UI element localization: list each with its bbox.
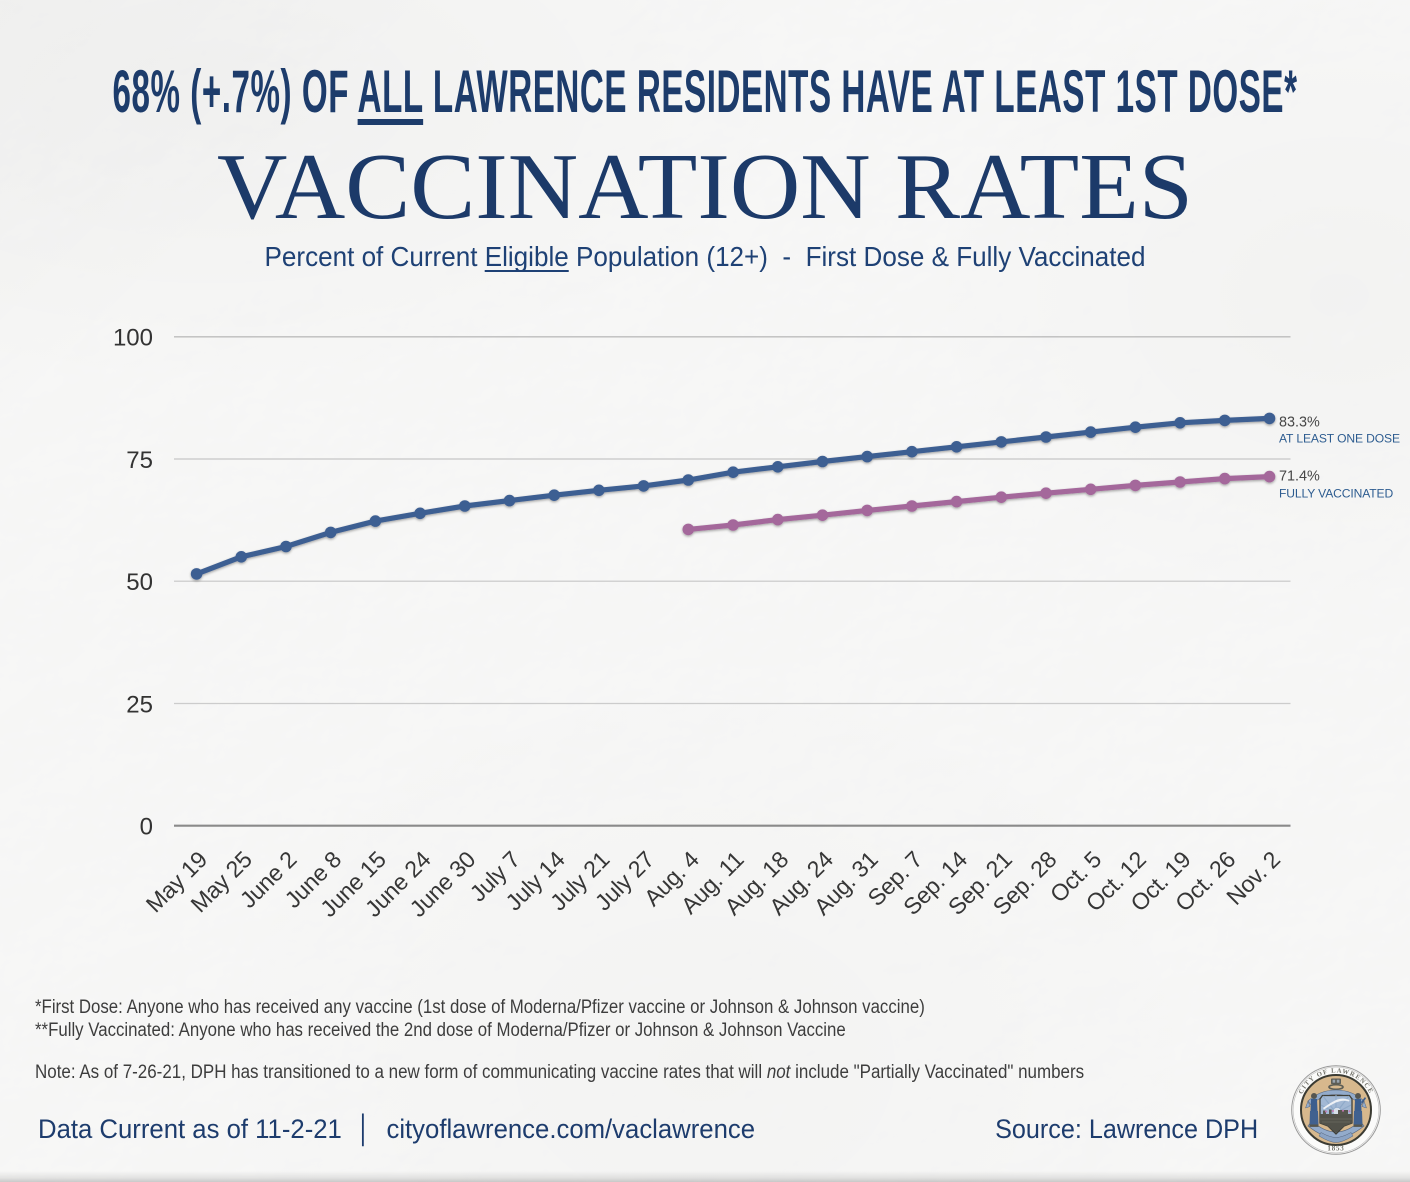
svg-text:25: 25 <box>126 691 153 718</box>
svg-text:71.4%: 71.4% <box>1279 469 1320 485</box>
svg-text:100: 100 <box>113 325 153 352</box>
svg-text:75: 75 <box>126 447 153 474</box>
svg-text:0: 0 <box>140 814 153 841</box>
svg-text:1853: 1853 <box>1327 1145 1344 1153</box>
svg-text:83.3%: 83.3% <box>1279 415 1320 431</box>
svg-text:FULLY VACCINATED: FULLY VACCINATED <box>1279 487 1394 501</box>
svg-text:AT LEAST ONE DOSE: AT LEAST ONE DOSE <box>1279 432 1400 446</box>
svg-text:50: 50 <box>126 569 153 596</box>
